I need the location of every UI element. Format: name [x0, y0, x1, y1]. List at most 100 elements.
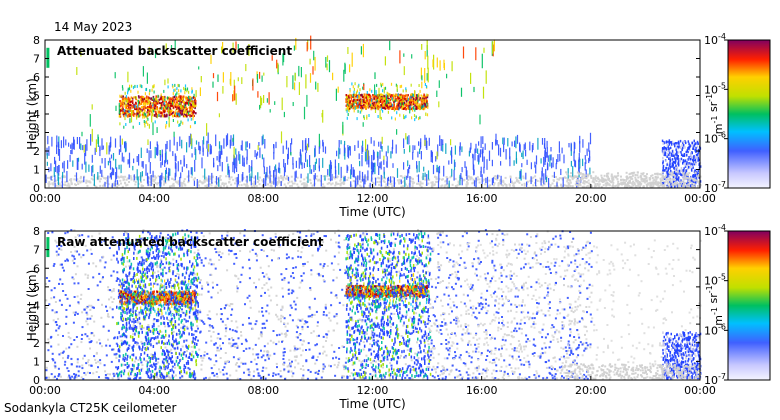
backscatter-cell: [132, 125, 134, 129]
backscatter-cell: [496, 178, 499, 181]
backscatter-cell: [175, 114, 178, 117]
backscatter-cell: [145, 293, 148, 296]
backscatter-cell: [678, 145, 680, 148]
backscatter-cell: [206, 178, 209, 181]
backscatter-cell: [376, 94, 378, 97]
backscatter-cell: [699, 165, 702, 168]
backscatter-cell: [661, 139, 664, 143]
backscatter-cell: [125, 142, 127, 152]
backscatter-cell: [194, 97, 196, 100]
backscatter-cell: [163, 96, 165, 100]
backscatter-cell: [168, 96, 170, 99]
backscatter-cell: [377, 176, 380, 179]
backscatter-cell: [242, 172, 244, 181]
backscatter-cell: [195, 149, 197, 160]
backscatter-cell: [129, 100, 131, 103]
backscatter-cell: [695, 162, 697, 166]
backscatter-cell: [361, 105, 364, 108]
backscatter-cell: [128, 102, 130, 105]
backscatter-cell: [120, 109, 122, 112]
backscatter-cell: [387, 177, 389, 186]
backscatter-cell: [256, 181, 259, 183]
backscatter-cell: [373, 140, 375, 147]
backscatter-cell: [235, 41, 237, 50]
backscatter-cell: [141, 161, 143, 167]
backscatter-cell: [346, 96, 349, 99]
backscatter-cell: [392, 105, 395, 108]
backscatter-cell: [382, 96, 384, 100]
backscatter-cell: [371, 104, 373, 108]
backscatter-cell: [107, 160, 109, 166]
backscatter-cell: [459, 146, 461, 152]
backscatter-cell: [675, 172, 678, 175]
backscatter-cell: [634, 176, 637, 179]
backscatter-cell: [58, 144, 60, 151]
backscatter-cell: [661, 171, 664, 174]
backscatter-cell: [378, 105, 381, 109]
backscatter-cell: [355, 184, 358, 187]
backscatter-cell: [454, 162, 456, 168]
backscatter-cell: [179, 102, 181, 106]
backscatter-cell: [335, 181, 337, 184]
backscatter-cell: [393, 108, 395, 112]
backscatter-cell: [318, 165, 320, 172]
backscatter-cell: [675, 175, 677, 179]
backscatter-cell: [173, 291, 176, 294]
backscatter-cell: [54, 179, 57, 182]
backscatter-cell: [111, 167, 113, 176]
backscatter-cell: [689, 161, 692, 164]
backscatter-cell: [347, 176, 350, 179]
backscatter-cell: [104, 158, 106, 169]
backscatter-cell: [378, 141, 380, 147]
backscatter-cell: [190, 134, 192, 146]
backscatter-cell: [156, 108, 158, 111]
backscatter-cell: [174, 180, 177, 183]
backscatter-cell: [359, 170, 361, 181]
backscatter-cell: [210, 148, 212, 155]
backscatter-cell: [256, 153, 258, 160]
backscatter-cell: [684, 140, 686, 143]
backscatter-cell: [270, 182, 273, 185]
backscatter-cell: [692, 166, 694, 169]
backscatter-cell: [539, 177, 542, 180]
backscatter-cell: [194, 100, 197, 103]
backscatter-cell: [123, 102, 125, 106]
backscatter-cell: [105, 177, 108, 179]
backscatter-cell: [448, 180, 450, 188]
backscatter-cell: [205, 176, 208, 179]
backscatter-cell: [566, 178, 569, 181]
backscatter-cell: [629, 176, 632, 179]
backscatter-cell: [418, 103, 420, 106]
backscatter-cell: [677, 155, 679, 158]
backscatter-cell: [281, 97, 283, 111]
backscatter-cell: [183, 102, 185, 105]
backscatter-cell: [589, 174, 592, 177]
backscatter-cell: [672, 175, 675, 179]
backscatter-cell: [630, 185, 633, 188]
backscatter-cell: [367, 93, 369, 96]
backscatter-cell: [282, 145, 284, 154]
backscatter-cell: [350, 97, 353, 100]
backscatter-cell: [600, 174, 603, 177]
backscatter-cell: [155, 110, 157, 114]
backscatter-cell: [191, 89, 193, 93]
backscatter-cell: [275, 168, 277, 179]
backscatter-cell: [405, 87, 407, 91]
backscatter-cell: [170, 110, 173, 113]
backscatter-cell: [390, 105, 392, 108]
backscatter-cell: [382, 82, 384, 86]
backscatter-cell: [153, 175, 156, 178]
backscatter-cell: [418, 84, 420, 87]
backscatter-cell: [567, 185, 570, 188]
backscatter-cell: [560, 184, 562, 187]
backscatter-cell: [374, 84, 376, 96]
backscatter-cell: [674, 168, 677, 171]
backscatter-cell: [181, 97, 184, 100]
backscatter-cell: [118, 149, 120, 155]
backscatter-cell: [344, 175, 346, 182]
backscatter-cell: [135, 96, 137, 99]
backscatter-cell: [460, 87, 463, 97]
backscatter-cell: [432, 164, 435, 175]
backscatter-cell: [257, 145, 259, 151]
backscatter-cell: [221, 162, 223, 172]
